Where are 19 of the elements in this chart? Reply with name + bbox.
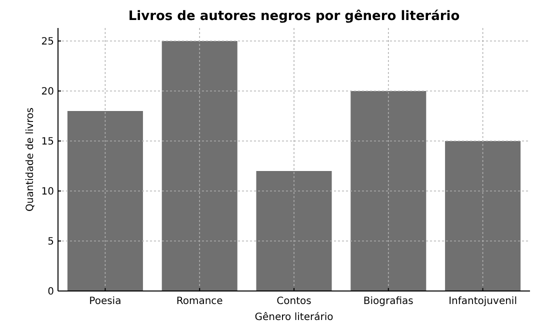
bar <box>445 141 521 291</box>
bar <box>162 41 238 291</box>
y-tick-label: 15 <box>41 136 54 148</box>
y-tick-label: 0 <box>48 286 54 298</box>
chart-title: Livros de autores negros por gênero literário <box>128 9 460 24</box>
x-tick-label: Biografias <box>363 296 414 307</box>
y-tick-label: 25 <box>41 36 54 48</box>
y-axis-title: Quantidade de livros <box>25 108 36 212</box>
y-tick-label: 5 <box>48 236 54 248</box>
y-tick-label: 10 <box>41 186 54 198</box>
bar <box>350 91 426 291</box>
bar <box>256 171 332 291</box>
x-tick-label: Romance <box>176 296 223 307</box>
y-tick-label: 20 <box>41 86 54 98</box>
bar <box>67 111 143 291</box>
x-tick-label: Poesia <box>89 296 122 307</box>
x-tick-label: Contos <box>276 296 312 307</box>
x-tick-label: Infantojuvenil <box>448 296 518 307</box>
x-axis-title: Gênero literário <box>254 312 334 323</box>
